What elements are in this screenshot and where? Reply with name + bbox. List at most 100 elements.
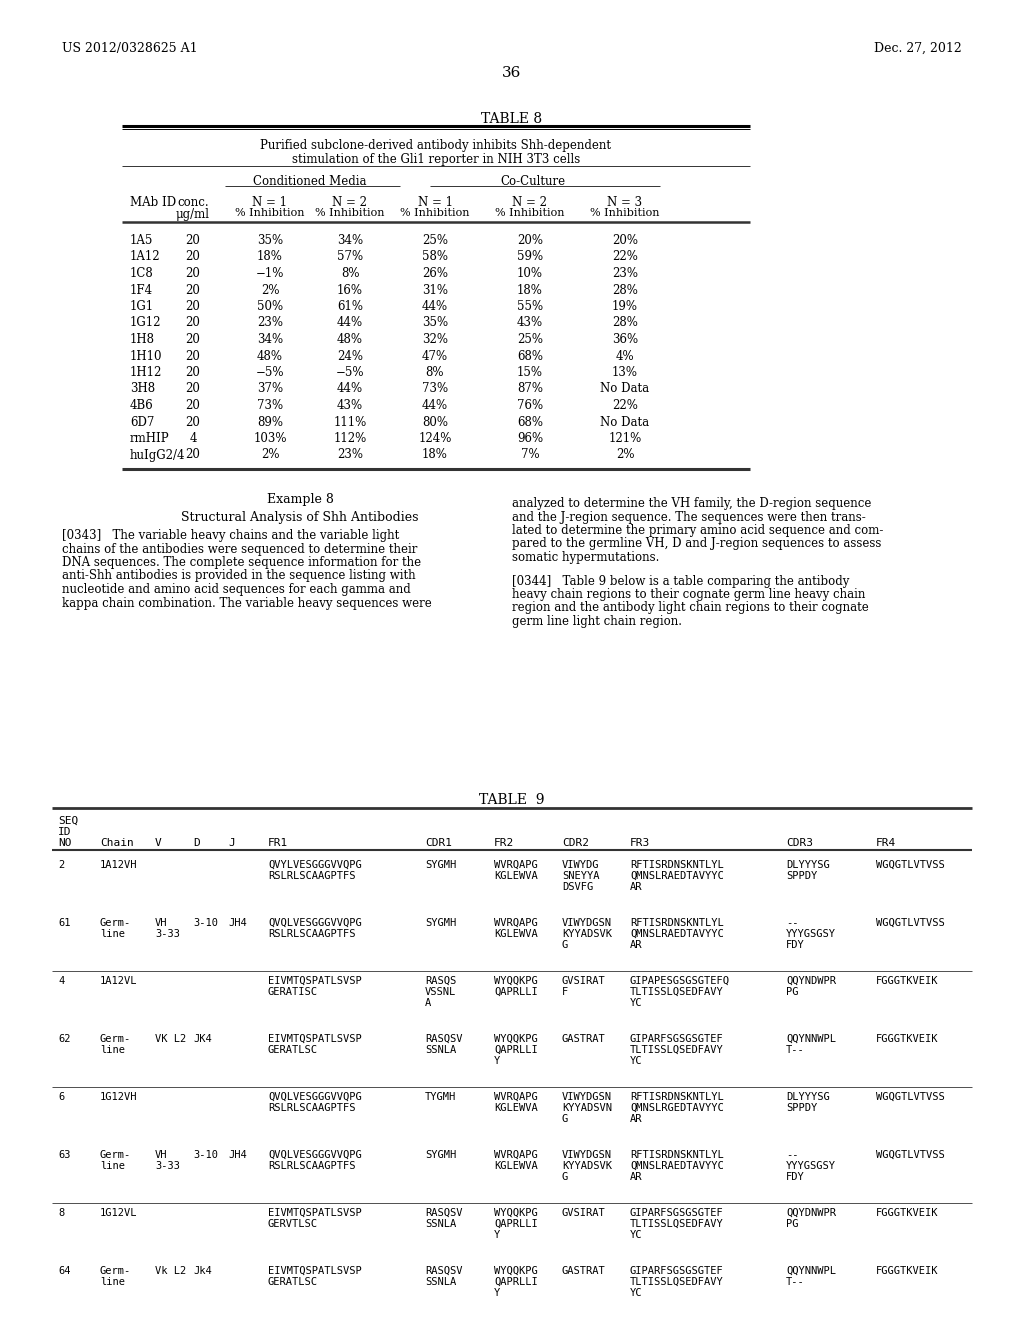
Text: 43%: 43% [517, 317, 543, 330]
Text: Germ-: Germ- [100, 917, 131, 928]
Text: 2%: 2% [261, 284, 280, 297]
Text: 1H10: 1H10 [130, 350, 163, 363]
Text: --: -- [786, 917, 799, 928]
Text: 8%: 8% [341, 267, 359, 280]
Text: RFTISRDNSKNTLYL: RFTISRDNSKNTLYL [630, 1092, 724, 1102]
Text: % Inhibition: % Inhibition [315, 209, 385, 218]
Text: QMNSLRAEDTAVYYC: QMNSLRAEDTAVYYC [630, 871, 724, 880]
Text: EIVMTQSPATLSVSP: EIVMTQSPATLSVSP [268, 975, 361, 986]
Text: 23%: 23% [257, 317, 283, 330]
Text: 61%: 61% [337, 300, 362, 313]
Text: CDR3: CDR3 [786, 838, 813, 847]
Text: SPPDY: SPPDY [786, 1104, 817, 1113]
Text: 35%: 35% [422, 317, 449, 330]
Text: 20: 20 [185, 449, 201, 462]
Text: 31%: 31% [422, 284, 449, 297]
Text: Purified subclone-derived antibody inhibits Shh-dependent: Purified subclone-derived antibody inhib… [260, 139, 611, 152]
Text: rmHIP: rmHIP [130, 432, 170, 445]
Text: 36%: 36% [612, 333, 638, 346]
Text: 25%: 25% [517, 333, 543, 346]
Text: 1H8: 1H8 [130, 333, 155, 346]
Text: Co-Culture: Co-Culture [501, 176, 565, 187]
Text: 6: 6 [58, 1092, 65, 1102]
Text: 1G12: 1G12 [130, 317, 162, 330]
Text: RASQSV: RASQSV [425, 1208, 463, 1218]
Text: 20: 20 [185, 416, 201, 429]
Text: Vk L2: Vk L2 [155, 1266, 186, 1276]
Text: WGQGTLVTVSS: WGQGTLVTVSS [876, 1150, 945, 1160]
Text: Structural Analysis of Shh Antibodies: Structural Analysis of Shh Antibodies [181, 511, 419, 524]
Text: 112%: 112% [334, 432, 367, 445]
Text: 3-10: 3-10 [193, 917, 218, 928]
Text: 68%: 68% [517, 350, 543, 363]
Text: 15%: 15% [517, 366, 543, 379]
Text: VK L2: VK L2 [155, 1034, 186, 1044]
Text: VH: VH [155, 917, 168, 928]
Text: Conditioned Media: Conditioned Media [253, 176, 367, 187]
Text: 28%: 28% [612, 317, 638, 330]
Text: Germ-: Germ- [100, 1266, 131, 1276]
Text: VIWYDGSN: VIWYDGSN [562, 1150, 612, 1160]
Text: somatic hypermutations.: somatic hypermutations. [512, 550, 659, 564]
Text: CDR2: CDR2 [562, 838, 589, 847]
Text: --: -- [786, 1150, 799, 1160]
Text: VIWYDGSN: VIWYDGSN [562, 917, 612, 928]
Text: 96%: 96% [517, 432, 543, 445]
Text: DLYYYSG: DLYYYSG [786, 861, 829, 870]
Text: JH4: JH4 [228, 917, 247, 928]
Text: 1A12VL: 1A12VL [100, 975, 137, 986]
Text: DNA sequences. The complete sequence information for the: DNA sequences. The complete sequence inf… [62, 556, 421, 569]
Text: JH4: JH4 [228, 1150, 247, 1160]
Text: FR4: FR4 [876, 838, 896, 847]
Text: VIWYDG: VIWYDG [562, 861, 599, 870]
Text: 59%: 59% [517, 251, 543, 264]
Text: μg/ml: μg/ml [176, 209, 210, 220]
Text: GERATLSC: GERATLSC [268, 1276, 318, 1287]
Text: QQYDNWPR: QQYDNWPR [786, 1208, 836, 1218]
Text: JK4: JK4 [193, 1034, 212, 1044]
Text: 20: 20 [185, 333, 201, 346]
Text: YYYGSGSY: YYYGSGSY [786, 1162, 836, 1171]
Text: TLTISSLQSEDFAVY: TLTISSLQSEDFAVY [630, 987, 724, 997]
Text: WVRQAPG: WVRQAPG [494, 917, 538, 928]
Text: KYYADSVK: KYYADSVK [562, 1162, 612, 1171]
Text: 87%: 87% [517, 383, 543, 396]
Text: FGGGTKVEIK: FGGGTKVEIK [876, 1208, 939, 1218]
Text: 1F4: 1F4 [130, 284, 154, 297]
Text: 111%: 111% [334, 416, 367, 429]
Text: 4B6: 4B6 [130, 399, 154, 412]
Text: GIPARFSGSGSGTEF: GIPARFSGSGSGTEF [630, 1266, 724, 1276]
Text: 18%: 18% [257, 251, 283, 264]
Text: TLTISSLQSEDFAVY: TLTISSLQSEDFAVY [630, 1045, 724, 1055]
Text: EIVMTQSPATLSVSP: EIVMTQSPATLSVSP [268, 1034, 361, 1044]
Text: 3-33: 3-33 [155, 929, 180, 939]
Text: WYQQKPG: WYQQKPG [494, 975, 538, 986]
Text: QVQLVESGGGVVQPG: QVQLVESGGGVVQPG [268, 917, 361, 928]
Text: GASTRAT: GASTRAT [562, 1034, 606, 1044]
Text: FGGGTKVEIK: FGGGTKVEIK [876, 1266, 939, 1276]
Text: NO: NO [58, 838, 72, 847]
Text: QVQLVESGGGVVQPG: QVQLVESGGGVVQPG [268, 1092, 361, 1102]
Text: 68%: 68% [517, 416, 543, 429]
Text: line: line [100, 1045, 125, 1055]
Text: FGGGTKVEIK: FGGGTKVEIK [876, 975, 939, 986]
Text: QAPRLLI: QAPRLLI [494, 1218, 538, 1229]
Text: [0343]   The variable heavy chains and the variable light: [0343] The variable heavy chains and the… [62, 529, 399, 543]
Text: 28%: 28% [612, 284, 638, 297]
Text: 22%: 22% [612, 251, 638, 264]
Text: 20: 20 [185, 267, 201, 280]
Text: FDY: FDY [786, 1172, 805, 1181]
Text: N = 2: N = 2 [512, 195, 548, 209]
Text: SSNLA: SSNLA [425, 1218, 457, 1229]
Text: WYQQKPG: WYQQKPG [494, 1266, 538, 1276]
Text: 1G12VH: 1G12VH [100, 1092, 137, 1102]
Text: 47%: 47% [422, 350, 449, 363]
Text: 44%: 44% [337, 317, 364, 330]
Text: 3-10: 3-10 [193, 1150, 218, 1160]
Text: 34%: 34% [337, 234, 364, 247]
Text: % Inhibition: % Inhibition [496, 209, 565, 218]
Text: 37%: 37% [257, 383, 283, 396]
Text: SYGMH: SYGMH [425, 861, 457, 870]
Text: YC: YC [630, 998, 642, 1008]
Text: QMNSLRAEDTAVYYC: QMNSLRAEDTAVYYC [630, 1162, 724, 1171]
